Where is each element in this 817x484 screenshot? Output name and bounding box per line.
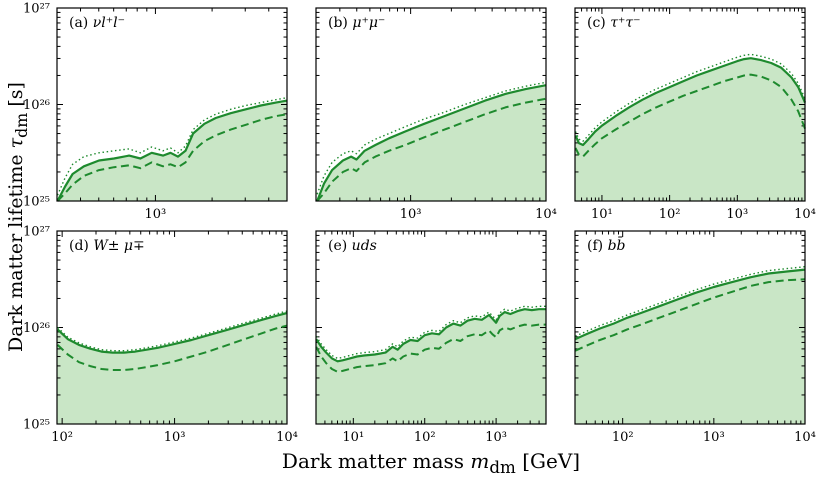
svg-text:10²⁶: 10²⁶: [23, 321, 50, 336]
svg-text:10⁴: 10⁴: [794, 207, 816, 222]
panel-e: 10¹ 10² 10³ (e) uds: [315, 230, 547, 446]
panel-d-tag: (d): [69, 238, 89, 254]
svg-text:10²: 10²: [51, 430, 73, 445]
x-axis-title: Dark matter mass mdm [GeV]: [57, 449, 805, 477]
svg-text:10³: 10³: [145, 207, 167, 222]
panel-f-tag: (f): [587, 238, 604, 254]
svg-text:10¹: 10¹: [342, 430, 364, 445]
x-axis-symbol: m: [470, 449, 490, 473]
panel-d: 10² 10³ 10⁴ 10²⁵ 10²⁶ 10²⁷ (d) W± μ∓: [23, 225, 298, 446]
panel-a-tag: (a): [69, 15, 89, 31]
panel-d-formula: W± μ∓: [93, 238, 145, 254]
svg-text:10³: 10³: [164, 430, 186, 445]
panel-c-formula: τ⁺τ⁻: [610, 15, 641, 31]
panel-a: 10³ 10²⁵ 10²⁶ 10²⁷ (a) νl⁺l⁻: [23, 2, 288, 223]
svg-text:10⁴: 10⁴: [535, 207, 557, 222]
panel-b-tag: (b): [328, 15, 348, 31]
panel-f: 10² 10³ 10⁴ (f) bb̄: [574, 230, 816, 446]
panel-c-label: (c) τ⁺τ⁻: [587, 15, 641, 31]
panel-e-formula: uds: [351, 238, 377, 254]
panel-a-plot: 10³ 10²⁵ 10²⁶ 10²⁷: [23, 2, 288, 222]
x-axis-subscript: dm: [489, 458, 516, 477]
panel-c-tag: (c): [587, 15, 606, 31]
svg-text:10⁴: 10⁴: [794, 430, 816, 445]
svg-text:10¹: 10¹: [591, 207, 613, 222]
x-axis-units: [GeV]: [515, 449, 581, 473]
svg-text:10³: 10³: [485, 430, 507, 445]
panel-e-plot: 10¹ 10² 10³: [315, 230, 547, 445]
panel-b-label: (b) μ⁺μ⁻: [328, 15, 385, 31]
panel-c: 10¹ 10² 10³ 10⁴ (c) τ⁺τ⁻: [574, 7, 816, 223]
panel-b-plot: 10³ 10⁴: [315, 7, 557, 222]
panel-c-plot: 10¹ 10² 10³ 10⁴: [574, 7, 816, 222]
svg-text:10²⁷: 10²⁷: [23, 2, 50, 17]
svg-text:10³: 10³: [400, 207, 422, 222]
panel-b: 10³ 10⁴ (b) μ⁺μ⁻: [315, 7, 557, 223]
panel-d-plot: 10² 10³ 10⁴ 10²⁵ 10²⁶ 10²⁷: [23, 225, 298, 446]
svg-text:10⁴: 10⁴: [276, 430, 298, 445]
panel-f-plot: 10² 10³ 10⁴: [574, 230, 816, 445]
panel-f-formula: bb̄: [607, 238, 626, 254]
panel-b-formula: μ⁺μ⁻: [352, 15, 386, 31]
panel-a-formula: νl⁺l⁻: [92, 15, 125, 31]
svg-text:10²⁶: 10²⁶: [23, 98, 50, 113]
panel-d-label: (d) W± μ∓: [69, 238, 145, 254]
svg-text:10³: 10³: [726, 207, 748, 222]
panel-f-label: (f) bb̄: [587, 238, 626, 254]
panel-e-label: (e) uds: [328, 238, 377, 254]
panel-e-tag: (e): [328, 238, 348, 254]
y-axis-symbol: τ: [5, 137, 27, 149]
panel-a-label: (a) νl⁺l⁻: [69, 15, 125, 31]
svg-text:10²: 10²: [659, 207, 681, 222]
svg-text:10³: 10³: [703, 430, 725, 445]
svg-text:10²: 10²: [414, 430, 436, 445]
svg-text:10²⁷: 10²⁷: [23, 225, 50, 240]
y-axis-subscript: dm: [11, 112, 31, 138]
y-axis-title: Dark matter lifetime τdm [s]: [3, 0, 31, 437]
svg-text:10²⁵: 10²⁵: [23, 418, 50, 433]
panels-grid: 10³ 10²⁵ 10²⁶ 10²⁷ (a) νl⁺l⁻ 10³ 10⁴ (b) μ⁺μ…: [23, 2, 816, 446]
x-axis-title-text: Dark matter mass: [281, 449, 471, 473]
svg-text:10²⁵: 10²⁵: [23, 195, 50, 210]
svg-text:10²: 10²: [612, 430, 634, 445]
